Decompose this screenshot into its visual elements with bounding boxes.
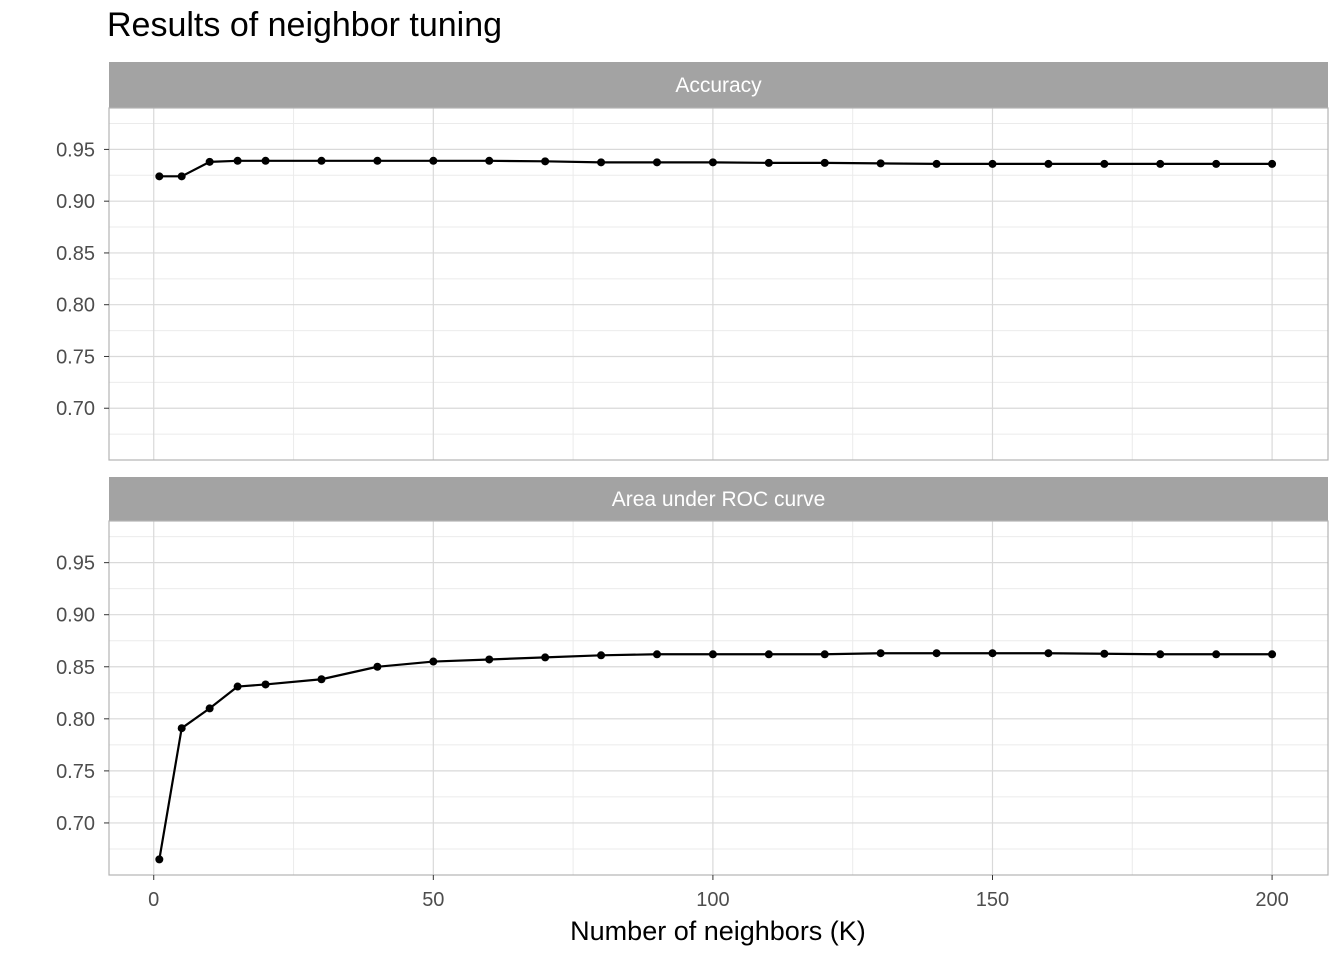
data-point [652, 650, 661, 659]
data-point [652, 158, 661, 167]
data-point [1268, 159, 1277, 168]
data-point [764, 650, 773, 659]
data-point [1212, 650, 1221, 659]
y-tick-label: 0.75 [56, 346, 95, 368]
y-tick-label: 0.85 [56, 657, 95, 679]
data-point [597, 651, 606, 660]
data-point [541, 653, 550, 662]
y-tick-label: 0.95 [56, 139, 95, 161]
series-line [158, 652, 1273, 860]
y-tick-label: 0.90 [56, 605, 95, 627]
data-point [233, 682, 242, 691]
x-tick-label: 150 [976, 889, 1009, 911]
data-point [261, 156, 270, 165]
y-tick-label: 0.95 [56, 553, 95, 575]
y-tick-label: 0.80 [56, 709, 95, 731]
data-point [485, 655, 494, 664]
data-point [205, 157, 214, 166]
data-point [541, 157, 550, 166]
facet-strip [109, 477, 1328, 521]
data-point [1100, 649, 1109, 658]
data-point [1212, 159, 1221, 168]
data-point [597, 158, 606, 167]
facet-strip-label: Accuracy [675, 74, 762, 97]
data-point [177, 172, 186, 181]
data-point [708, 158, 717, 167]
data-point [1156, 650, 1165, 659]
data-point [429, 657, 438, 666]
data-point [155, 855, 164, 864]
x-tick-label: 0 [148, 889, 159, 911]
x-axis: 0 50 100 150 200 [148, 875, 1289, 911]
panel-border [108, 520, 1329, 876]
y-tick-label: 0.70 [56, 813, 95, 835]
data-point [1044, 159, 1053, 168]
data-point [932, 649, 941, 658]
data-point [708, 650, 717, 659]
chart-title: Results of neighbor tuning [107, 6, 503, 44]
data-point [876, 159, 885, 168]
data-point [1044, 649, 1053, 658]
y-tick-label: 0.80 [56, 295, 95, 317]
data-point [988, 159, 997, 168]
panel-accuracy: Accuracy 0.70 0.75 0.80 0.85 0.90 0.95 [56, 62, 1329, 461]
y-tick-label: 0.85 [56, 243, 95, 265]
x-axis-title: Number of neighbors (K) [570, 916, 866, 946]
facet-strip [109, 62, 1328, 108]
facet-strip-label: Area under ROC curve [612, 488, 826, 511]
x-tick-label: 50 [422, 889, 444, 911]
data-point [155, 172, 164, 181]
data-point [177, 724, 186, 733]
data-point [876, 649, 885, 658]
data-point [317, 675, 326, 684]
data-point [429, 156, 438, 165]
data-point [764, 158, 773, 167]
y-tick-label: 0.70 [56, 398, 95, 420]
y-tick-label: 0.75 [56, 761, 95, 783]
panel-area-under-roc-curve: Area under ROC curve 0.70 0.75 0.80 0.85 0.90… [56, 477, 1329, 876]
data-point [233, 156, 242, 165]
data-point [1268, 650, 1277, 659]
data-point [373, 662, 382, 671]
data-point [261, 680, 270, 689]
y-tick-label: 0.90 [56, 191, 95, 213]
data-point [988, 649, 997, 658]
data-point [205, 704, 214, 713]
panel-border [108, 107, 1329, 461]
data-point [932, 159, 941, 168]
data-point [820, 158, 829, 167]
data-point [373, 156, 382, 165]
data-point [1100, 159, 1109, 168]
data-point [317, 156, 326, 165]
x-tick-label: 100 [696, 889, 729, 911]
data-point [820, 650, 829, 659]
data-point [485, 156, 494, 165]
data-point [1156, 159, 1165, 168]
x-tick-label: 200 [1255, 889, 1288, 911]
